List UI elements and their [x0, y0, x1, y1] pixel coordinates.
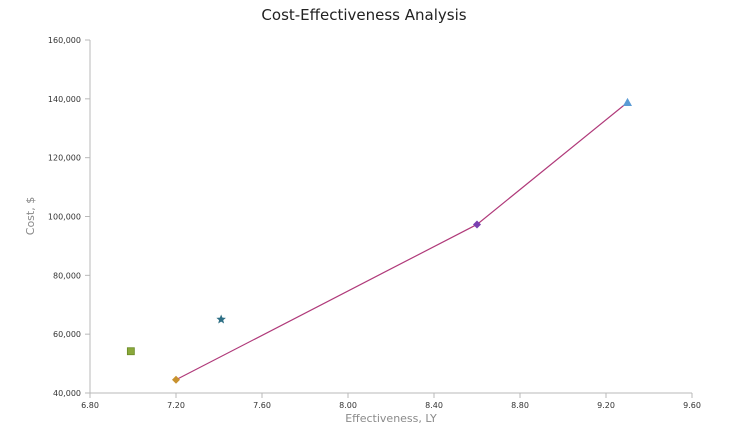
x-tick-label: 6.80	[81, 401, 99, 410]
y-tick-label: 120,000	[48, 154, 81, 163]
x-tick-label: 9.60	[683, 401, 701, 410]
efficiency-frontier-line	[175, 101, 628, 381]
data-point-square[interactable]	[126, 347, 135, 356]
y-axis-label: Cost, $	[24, 197, 37, 235]
x-tick-label: 9.20	[597, 401, 615, 410]
y-tick-label: 100,000	[48, 213, 81, 222]
x-axis-ticks: 6.80 7.20 7.60 8.00 8.40 8.80 9.20 9.60	[81, 393, 701, 410]
x-tick-label: 8.80	[511, 401, 529, 410]
y-tick-label: 40,000	[53, 389, 81, 398]
data-point-diamond[interactable]	[172, 375, 180, 384]
x-tick-label: 8.00	[339, 401, 357, 410]
y-tick-label: 160,000	[48, 36, 81, 45]
data-point-triangle[interactable]	[623, 97, 632, 106]
x-tick-label: 7.60	[253, 401, 271, 410]
data-point-diamond[interactable]	[473, 220, 481, 229]
chart-title: Cost-Effectiveness Analysis	[261, 6, 466, 24]
x-tick-label: 7.20	[167, 401, 185, 410]
y-tick-label: 60,000	[53, 330, 81, 339]
data-point-star[interactable]	[216, 314, 226, 324]
y-axis-ticks: 40,000 60,000 80,000 100,000 120,000 140,000 1…	[48, 36, 90, 398]
data-points	[126, 97, 632, 384]
y-tick-label: 140,000	[48, 95, 81, 104]
y-tick-label: 80,000	[53, 271, 81, 280]
x-tick-label: 8.40	[425, 401, 443, 410]
x-axis-label: Effectiveness, LY	[345, 412, 437, 425]
